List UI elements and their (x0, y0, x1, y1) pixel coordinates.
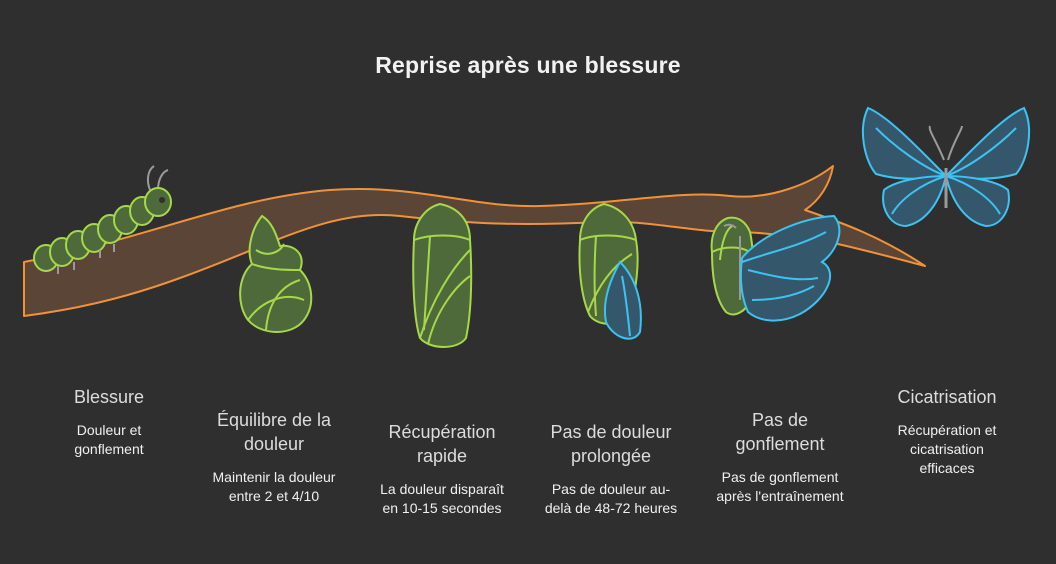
emerging-butterfly-icon (710, 214, 841, 322)
stage-heading: Récupération rapide (388, 422, 496, 466)
stage-description: Maintenir la douleur entre 2 et 4/10 (212, 469, 336, 504)
stage-heading: Pas de douleur prolongée (550, 422, 672, 466)
stage-pas-gonflement: Pas de gonflement Pas de gonflement aprè… (695, 408, 865, 506)
stage-equilibre-douleur: Équilibre de la douleur Maintenir la dou… (188, 408, 360, 506)
stage-recuperation-rapide: Récupération rapide La douleur disparaît… (357, 420, 527, 518)
stage-heading: Blessure (73, 387, 145, 407)
chrysalis-icon (412, 202, 473, 348)
caterpillar-icon (33, 165, 172, 274)
stage-heading: Pas de gonflement (735, 410, 825, 454)
stage-description: Pas de gonflement après l'entraînement (716, 469, 844, 504)
stage-heading: Équilibre de la douleur (216, 410, 332, 454)
stage-description: Pas de douleur au-delà de 48-72 heures (544, 481, 678, 516)
chrysalis-early-icon (239, 214, 313, 333)
butterfly-icon (861, 106, 1031, 228)
stage-description: Douleur et gonflement (74, 422, 144, 457)
stage-cicatrisation: Cicatrisation Récupération et cicatrisat… (862, 385, 1032, 478)
branch (23, 165, 926, 317)
stage-description: La douleur disparaît en 10-15 secondes (380, 481, 504, 516)
chrysalis-opening-icon (578, 202, 642, 340)
stage-heading: Cicatrisation (897, 387, 997, 407)
stage-blessure: Blessure Douleur et gonflement (24, 385, 194, 459)
stage-pas-douleur-prolongee: Pas de douleur prolongée Pas de douleur … (526, 420, 696, 518)
page-title: Reprise après une blessure (375, 52, 681, 78)
stage-description: Récupération et cicatrisation efficaces (897, 422, 997, 476)
